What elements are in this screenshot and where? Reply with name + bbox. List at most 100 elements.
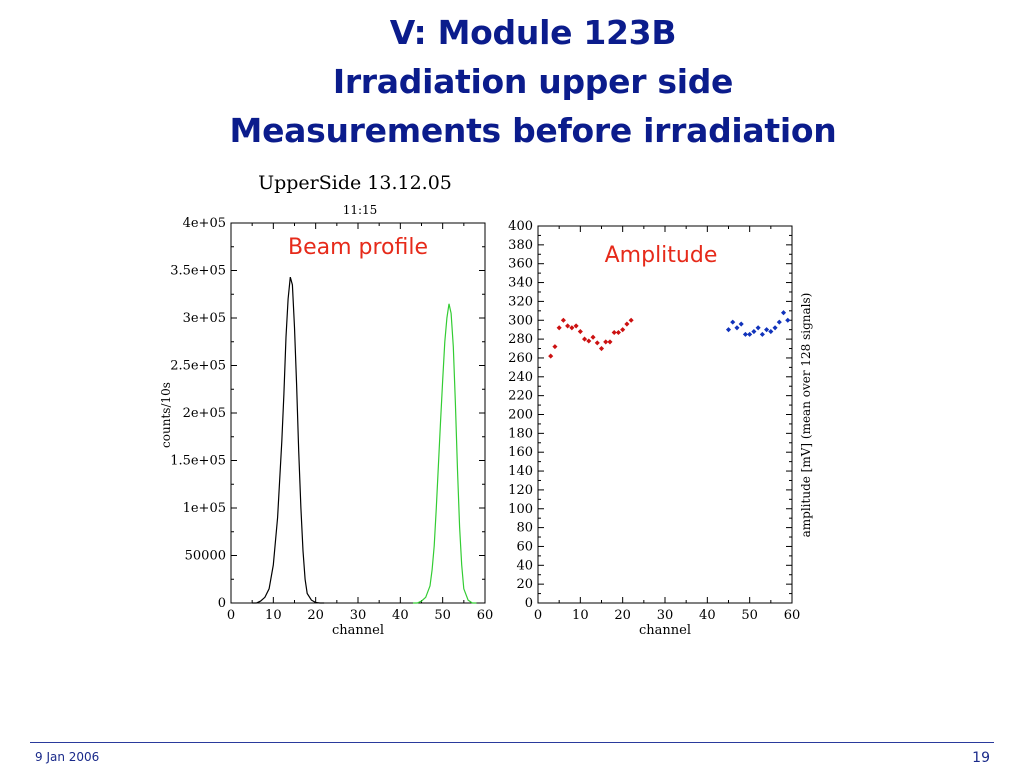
- chart-1-xtick-label: 60: [477, 608, 494, 623]
- chart-1-xtick-label: 40: [392, 608, 409, 623]
- chart-1-frame: [230, 222, 486, 604]
- chart-1-series-2-line: [413, 303, 477, 604]
- chart-2-series-1-point: [582, 336, 588, 342]
- chart-1-ytick-label: 0: [218, 596, 226, 611]
- chart-2-series-1-point: [603, 339, 609, 345]
- chart-2-series-1-point: [577, 329, 583, 335]
- chart-2-ytick-label: 240: [508, 370, 533, 385]
- chart-2-series-1-point: [594, 340, 600, 346]
- chart-2-ytick-label: 220: [508, 389, 533, 404]
- plot-subtitle: 11:15: [342, 203, 378, 217]
- chart-2-ylabel: amplitude [mV] (mean over 128 signals): [799, 293, 813, 538]
- chart-1-series-1-line: [252, 276, 325, 604]
- chart-1-xtick-label: 30: [350, 608, 367, 623]
- chart-2-xtick-label: 50: [741, 608, 758, 623]
- title-line-1: V: Module 123B: [389, 13, 677, 52]
- chart-1-ytick-label: 2e+05: [183, 406, 226, 421]
- chart-2-series-2-point: [751, 329, 757, 335]
- chart-2-ytick-label: 280: [508, 332, 533, 347]
- chart-1-ylabel: counts/10s: [159, 382, 173, 448]
- chart-1-ytick-label: 3.5e+05: [170, 264, 226, 279]
- chart-2-series-2-point: [759, 331, 765, 337]
- chart-2-ytick-label: 120: [508, 483, 533, 498]
- chart-2-series-2-point: [755, 325, 761, 331]
- chart-2-annotation: Amplitude: [605, 243, 718, 268]
- chart-2: Amplitude: [537, 225, 793, 604]
- page-number: 19: [972, 750, 990, 766]
- chart-1-xtick-label: 0: [227, 608, 235, 623]
- chart-2-frame: [537, 225, 793, 604]
- chart-2-series-2-point: [730, 319, 736, 325]
- chart-2-series-1-point: [615, 329, 621, 336]
- chart-2-series-2-point: [734, 325, 740, 331]
- chart-2-xtick-label: 30: [657, 608, 674, 623]
- chart-2-ytick-label: 60: [516, 539, 533, 554]
- chart-2-series-1-point: [560, 317, 566, 323]
- chart-2-ytick-label: 0: [525, 596, 533, 611]
- chart-2-ytick-label: 40: [516, 558, 533, 573]
- chart-2-xlabel: channel: [639, 623, 691, 638]
- chart-2-ytick-label: 260: [508, 351, 533, 366]
- chart-1-ytick-label: 4e+05: [183, 216, 226, 231]
- slide-title: V: Module 123B Irradiation upper side Me…: [0, 8, 1024, 155]
- chart-1-ytick-label: 1.5e+05: [170, 454, 226, 469]
- plot-title: UpperSide 13.12.05: [258, 172, 452, 194]
- chart-1-ytick-label: 2.5e+05: [170, 359, 226, 374]
- chart-2-series-1-point: [586, 338, 592, 344]
- chart-2-ytick-label: 400: [508, 219, 533, 234]
- chart-2-series-1-point: [620, 327, 626, 333]
- chart-2-series-1-point: [624, 321, 630, 327]
- chart-2-series-2-point: [776, 319, 782, 325]
- chart-2-series-1-point: [598, 345, 605, 352]
- chart-2-series-1-point: [556, 325, 562, 331]
- chart-2-series-1-point: [590, 334, 596, 340]
- chart-2-ytick-label: 340: [508, 276, 533, 291]
- chart-2-series-1-point: [548, 353, 554, 359]
- chart-2-series-1-point: [565, 323, 571, 329]
- chart-2-series-1-point: [552, 344, 558, 350]
- chart-2-ytick-label: 300: [508, 313, 533, 328]
- chart-2-series-2-point: [738, 321, 744, 327]
- chart-1-xtick-label: 50: [434, 608, 451, 623]
- chart-2-series-2-point: [780, 310, 787, 316]
- chart-1-xlabel: channel: [332, 623, 384, 638]
- chart-2-ytick-label: 140: [508, 464, 533, 479]
- chart-2-ytick-label: 320: [508, 294, 533, 309]
- chart-2-series-2-point: [785, 317, 791, 323]
- chart-2-ytick-label: 360: [508, 257, 533, 272]
- title-line-3: Measurements before irradiation: [229, 111, 837, 150]
- chart-1-xtick-label: 10: [265, 608, 282, 623]
- chart-2-ytick-label: 80: [516, 521, 533, 536]
- chart-1-ytick-label: 3e+05: [183, 311, 226, 326]
- chart-2-ytick-label: 100: [508, 502, 533, 517]
- chart-2-xtick-label: 10: [572, 608, 589, 623]
- chart-2-series-1-point: [628, 317, 634, 323]
- title-line-2: Irradiation upper side: [332, 62, 734, 101]
- chart-1: Beam profile: [230, 222, 486, 604]
- chart-2-series-2-point: [768, 329, 774, 335]
- chart-2-series-2-point: [772, 325, 778, 331]
- chart-2-xtick-label: 0: [534, 608, 542, 623]
- chart-2-series-1-point: [573, 323, 579, 329]
- chart-1-annotation: Beam profile: [288, 235, 428, 260]
- footer-date: 9 Jan 2006: [35, 750, 100, 764]
- chart-2-ytick-label: 20: [516, 577, 533, 592]
- chart-1-xtick-label: 20: [307, 608, 324, 623]
- chart-1-ytick-label: 1e+05: [183, 501, 226, 516]
- chart-2-ytick-label: 180: [508, 426, 533, 441]
- chart-2-ytick-label: 380: [508, 238, 533, 253]
- chart-2-ytick-label: 200: [508, 408, 533, 423]
- chart-2-series-1-point: [611, 329, 617, 336]
- chart-2-series-1-point: [569, 325, 575, 331]
- footer-divider: [30, 742, 994, 743]
- chart-2-series-2-point: [764, 327, 770, 333]
- chart-2-xtick-label: 60: [784, 608, 801, 623]
- chart-2-series-2-point: [725, 327, 732, 333]
- chart-2-series-2-point: [747, 331, 753, 337]
- chart-2-ytick-label: 160: [508, 445, 533, 460]
- chart-1-ytick-label: 50000: [185, 549, 226, 564]
- chart-2-xtick-label: 40: [699, 608, 716, 623]
- chart-2-xtick-label: 20: [614, 608, 631, 623]
- chart-2-series-1-point: [607, 339, 613, 345]
